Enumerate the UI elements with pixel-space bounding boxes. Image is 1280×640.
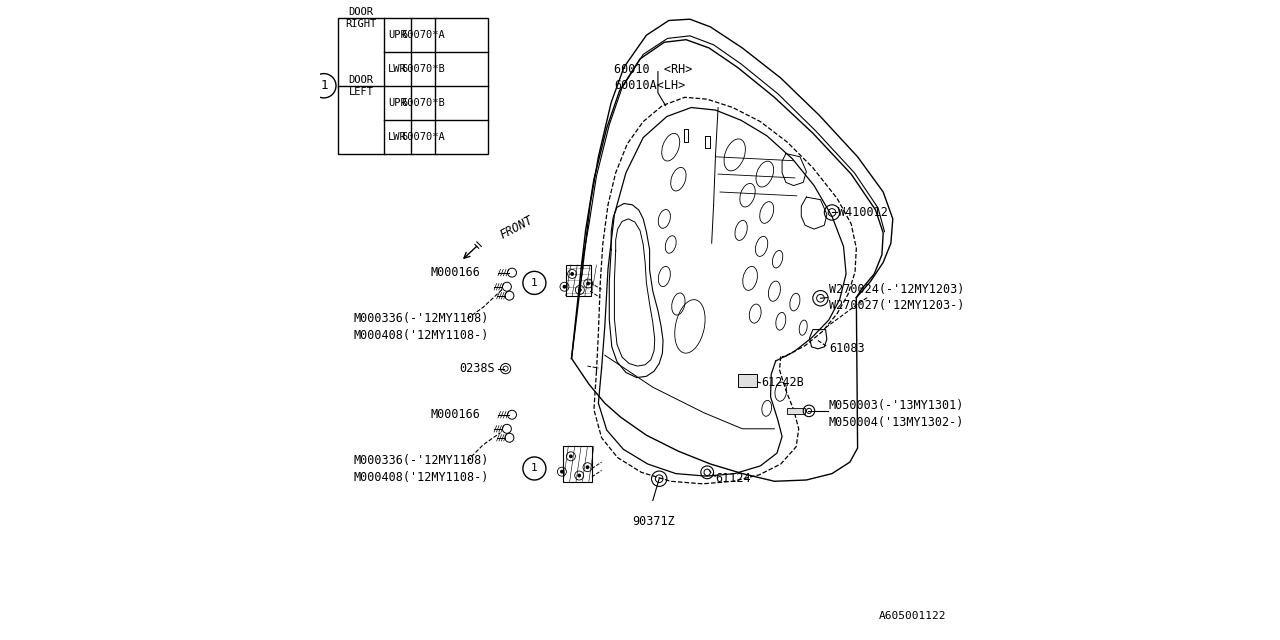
Text: 60010A<LH>: 60010A<LH> (614, 79, 686, 92)
Text: 1: 1 (531, 463, 538, 474)
Bar (338, 18, 488, 154)
Text: 60010  <RH>: 60010 <RH> (614, 63, 692, 76)
Bar (566, 265, 591, 296)
Text: 60070*A: 60070*A (401, 132, 445, 141)
Bar (563, 446, 591, 482)
Text: 61242B: 61242B (762, 376, 804, 389)
Text: A605001122: A605001122 (878, 611, 946, 621)
Text: M000166: M000166 (430, 408, 480, 421)
Text: LWR: LWR (388, 64, 407, 74)
Text: 0238S: 0238S (460, 362, 495, 375)
Text: FRONT: FRONT (498, 214, 535, 242)
Text: M050003(-'13MY1301): M050003(-'13MY1301) (829, 399, 964, 412)
Text: 61124: 61124 (716, 472, 751, 485)
Circle shape (570, 454, 573, 458)
Circle shape (563, 285, 566, 289)
Text: M000336(-'12MY1108): M000336(-'12MY1108) (353, 312, 489, 325)
Text: DOOR
RIGHT: DOOR RIGHT (346, 7, 376, 29)
Circle shape (561, 470, 564, 474)
Text: 1: 1 (320, 79, 328, 92)
Text: W270024(-'12MY1203): W270024(-'12MY1203) (829, 283, 964, 296)
Bar (739, 374, 758, 387)
Text: 61083: 61083 (829, 342, 864, 355)
Text: 1: 1 (531, 278, 538, 288)
Text: M050004('13MY1302-): M050004('13MY1302-) (829, 416, 964, 429)
Text: UPR: UPR (388, 30, 407, 40)
Text: DOOR
LEFT: DOOR LEFT (348, 75, 374, 97)
Circle shape (585, 465, 589, 469)
Text: M000166: M000166 (430, 266, 480, 279)
Text: M000336(-'12MY1108): M000336(-'12MY1108) (353, 454, 489, 467)
Circle shape (577, 474, 581, 477)
Text: M000408('12MY1108-): M000408('12MY1108-) (353, 471, 489, 484)
Text: 60070*B: 60070*B (401, 98, 445, 108)
Bar (787, 408, 805, 414)
Text: 60070*A: 60070*A (401, 30, 445, 40)
Text: LWR: LWR (388, 132, 407, 141)
Text: 60070*B: 60070*B (401, 64, 445, 74)
Text: M000408('12MY1108-): M000408('12MY1108-) (353, 329, 489, 342)
Circle shape (579, 288, 581, 292)
Text: 90371Z: 90371Z (632, 515, 675, 528)
Text: W410012: W410012 (838, 206, 888, 219)
Text: UPR: UPR (388, 98, 407, 108)
Circle shape (571, 272, 575, 276)
Text: W270027('12MY1203-): W270027('12MY1203-) (829, 300, 964, 312)
Circle shape (586, 282, 590, 285)
